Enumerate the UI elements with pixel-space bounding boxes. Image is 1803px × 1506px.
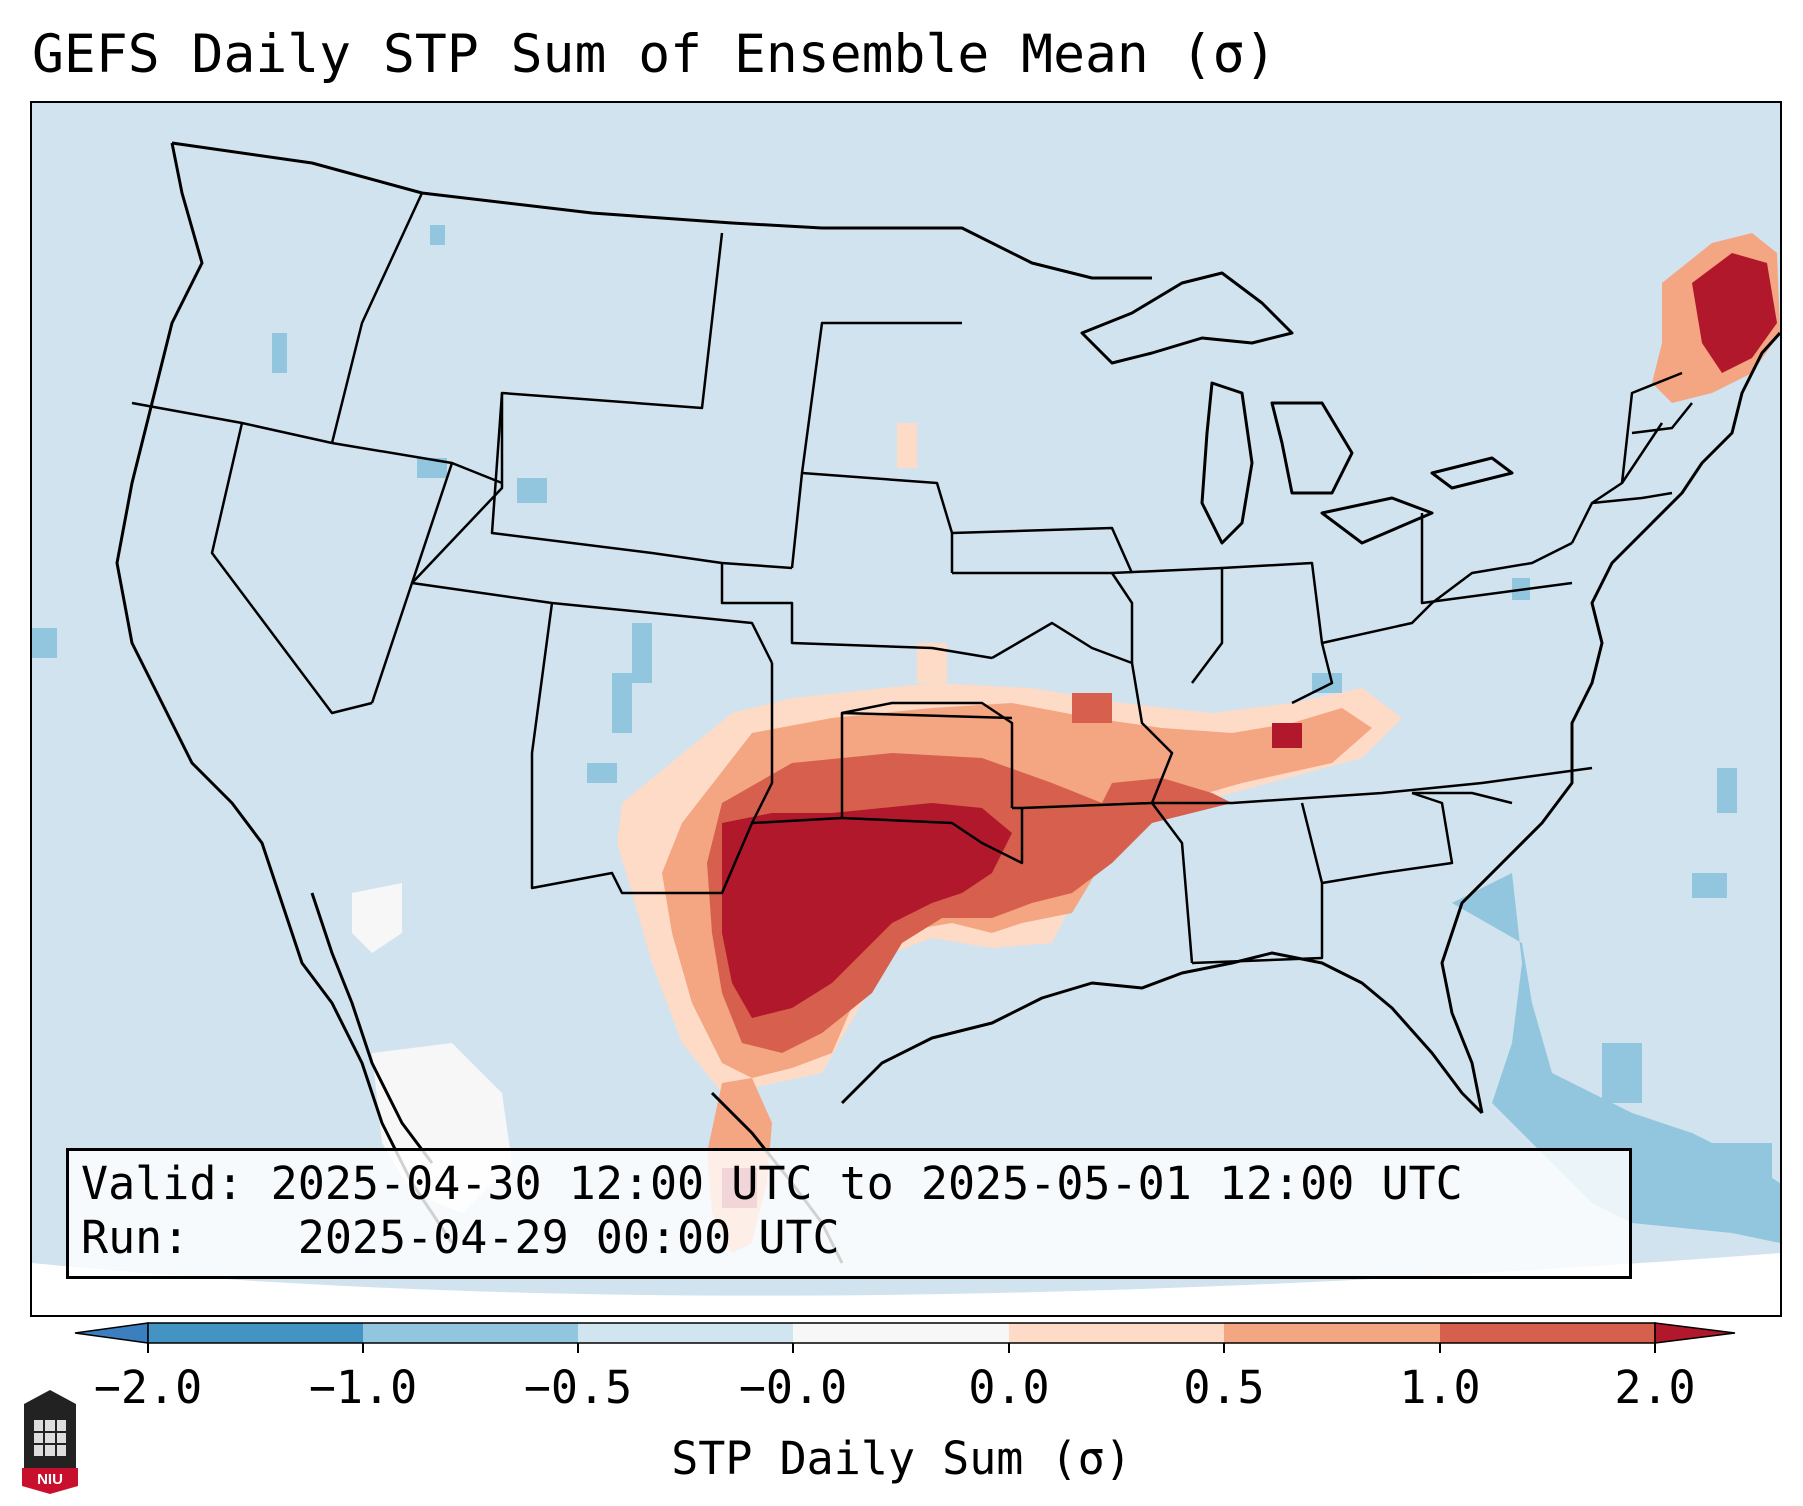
colorbar-segment [148,1323,363,1343]
colorbar-tick-label: 2.0 [1614,1361,1695,1414]
niu-logo: NIU [22,1390,78,1494]
valid-time-box: Valid: 2025-04-30 12:00 UTC to 2025-05-0… [66,1148,1632,1279]
stp-negative-cell [587,763,617,783]
stp-cell [897,423,917,468]
baja-coastline [310,892,434,1164]
colorbar-tick-label: −1.0 [309,1361,417,1414]
stp-negative-cell [517,478,547,503]
lake-huron [1270,401,1354,495]
stp-field-layer [32,225,1780,1253]
run-value: 2025-04-29 00:00 UTC [297,1211,840,1264]
colorbar-segment [578,1323,793,1343]
stp-negative-cell [430,225,445,245]
stp-negative-cell [272,333,287,373]
colorbar-segments [74,1322,1736,1344]
colorbar-title: STP Daily Sum (σ) [671,1432,1132,1485]
stp-negative-cell [1602,1043,1642,1103]
colorbar-segment [1009,1323,1224,1343]
colorbar-ticks: −2.0 −1.0 −0.5 −0.0 0.0 0.5 1.0 2.0 [94,1343,1696,1414]
colorbar-segment [793,1323,1009,1343]
colorbar-frame [147,1322,1656,1344]
atlantic-coastline [1440,331,1780,1114]
lake-erie [1320,496,1434,545]
stp-region-very-high [722,803,1012,1018]
colorbar-under-arrow [74,1322,149,1344]
colorbar-segment [1224,1323,1440,1343]
stp-zero-cell [352,883,402,953]
state-borders [131,192,1693,965]
stp-negative-cell [32,628,57,658]
colorbar-tick-label: −0.0 [739,1361,847,1414]
stp-negative-cell [1717,768,1737,813]
lake-ontario [1430,456,1514,490]
colorbar: −2.0 −1.0 −0.5 −0.0 0.0 0.5 1.0 2.0 [74,1322,1736,1414]
stp-negative-cell [1692,873,1727,898]
stp-negative-cell [632,623,652,683]
geography-layer [115,141,1780,1264]
stp-negative-cell [1672,1143,1772,1213]
stp-negative-cell [612,673,632,733]
map-panel[interactable] [30,101,1782,1317]
off-domain-area [32,1253,1780,1315]
run-label: Run: [81,1211,190,1264]
stp-cell [1072,693,1112,723]
colorbar-segment [1440,1323,1655,1343]
stp-region-northeast-max [1692,253,1777,373]
valid-value: 2025-04-30 12:00 UTC to 2025-05-01 12:00… [270,1157,1463,1210]
lake-superior [1080,271,1294,365]
chart-title: GEFS Daily STP Sum of Ensemble Mean (σ) [32,24,1277,85]
lake-michigan [1200,381,1254,545]
colorbar-tick-label: 0.5 [1183,1361,1264,1414]
stp-negative-cell [417,458,447,478]
stp-cell [1272,723,1302,748]
colorbar-over-arrow [1654,1322,1736,1344]
colorbar-tick-label: 0.0 [968,1361,1049,1414]
us-canada-border [171,141,1152,280]
niu-logo-text: NIU [37,1471,63,1488]
colorbar-segment [363,1323,578,1343]
pacific-coastline [115,142,454,1244]
niu-logo-badge [22,1468,78,1494]
colorbar-tick-label: 1.0 [1399,1361,1480,1414]
colorbar-tick-label: −0.5 [524,1361,632,1414]
valid-label: Valid: [81,1157,244,1210]
map-canvas [32,141,1780,1315]
colorbar-tick-label: −2.0 [94,1361,202,1414]
